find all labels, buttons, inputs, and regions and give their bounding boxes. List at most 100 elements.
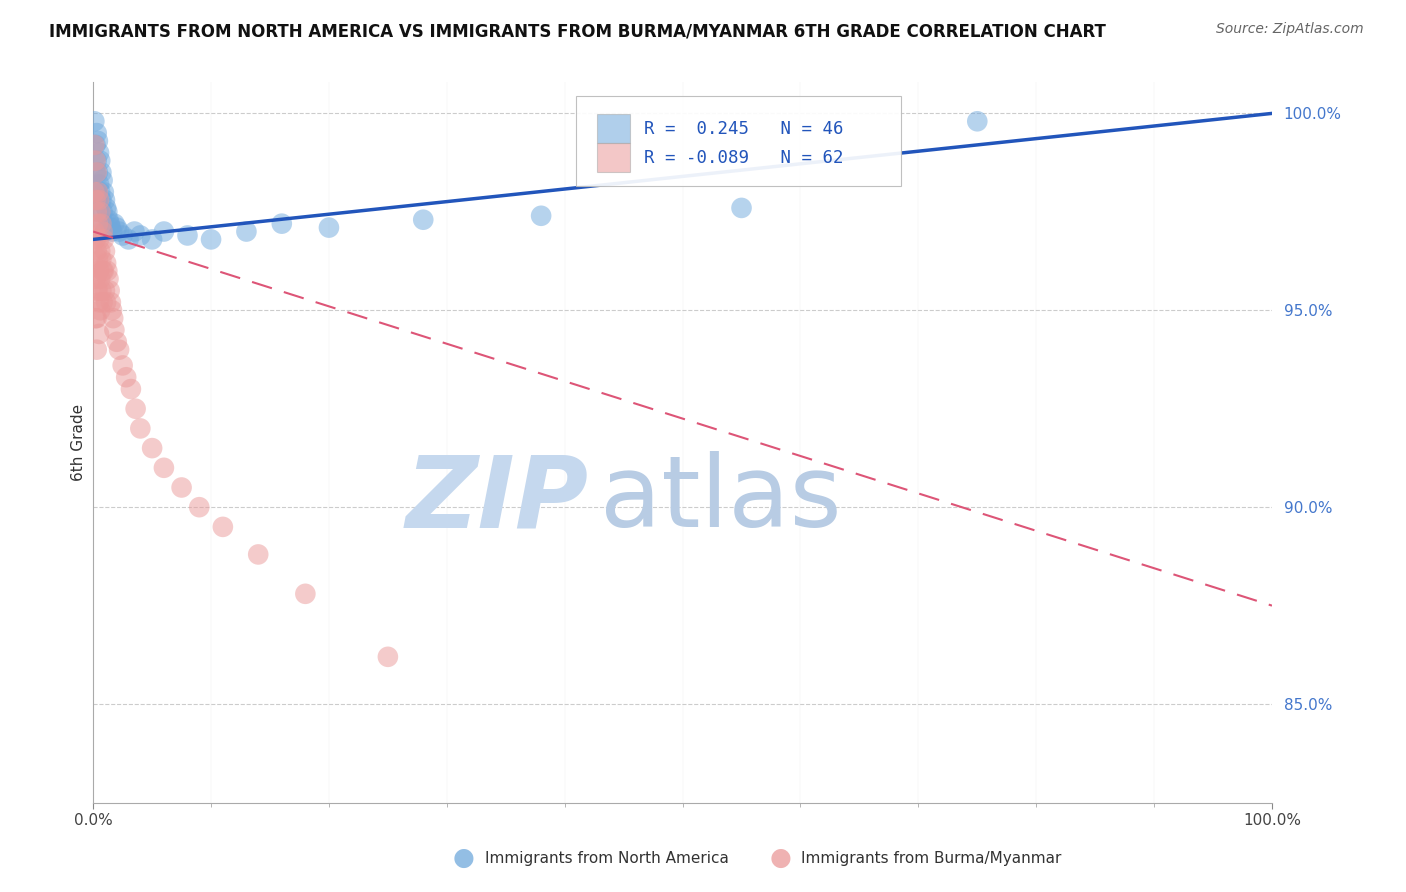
Point bbox=[87, 295, 110, 310]
Point bbox=[86, 185, 108, 199]
Point bbox=[87, 134, 110, 148]
Point bbox=[170, 481, 193, 495]
Point bbox=[91, 225, 114, 239]
Point bbox=[90, 217, 112, 231]
Point bbox=[87, 193, 110, 207]
Point bbox=[212, 520, 235, 534]
Point bbox=[966, 114, 988, 128]
Point bbox=[141, 441, 163, 455]
Point bbox=[83, 185, 105, 199]
Point bbox=[87, 284, 110, 298]
Point bbox=[89, 272, 111, 286]
Text: ●: ● bbox=[453, 847, 475, 870]
Point bbox=[87, 326, 110, 341]
Point bbox=[90, 284, 112, 298]
Point bbox=[84, 193, 107, 207]
Point bbox=[87, 185, 110, 199]
Point bbox=[86, 153, 108, 168]
Point bbox=[111, 228, 134, 243]
Point bbox=[129, 421, 152, 435]
Point bbox=[94, 201, 117, 215]
Point bbox=[235, 225, 257, 239]
Point bbox=[86, 165, 108, 179]
Point bbox=[84, 153, 107, 168]
Point bbox=[84, 232, 107, 246]
Text: IMMIGRANTS FROM NORTH AMERICA VS IMMIGRANTS FROM BURMA/MYANMAR 6TH GRADE CORRELA: IMMIGRANTS FROM NORTH AMERICA VS IMMIGRA… bbox=[49, 22, 1107, 40]
Point bbox=[83, 137, 105, 152]
Point bbox=[87, 264, 110, 278]
Point bbox=[96, 204, 118, 219]
Point bbox=[124, 225, 146, 239]
Point bbox=[101, 225, 124, 239]
Point bbox=[103, 217, 125, 231]
Point bbox=[530, 209, 553, 223]
Point bbox=[115, 370, 138, 384]
Y-axis label: 6th Grade: 6th Grade bbox=[72, 404, 86, 481]
Point bbox=[98, 217, 121, 231]
Bar bbox=[596, 114, 630, 143]
Point bbox=[120, 382, 142, 396]
Point bbox=[83, 264, 105, 278]
Point bbox=[90, 252, 112, 266]
Text: ZIP: ZIP bbox=[405, 451, 588, 549]
Text: Source: ZipAtlas.com: Source: ZipAtlas.com bbox=[1216, 22, 1364, 37]
Point bbox=[730, 201, 752, 215]
Text: Immigrants from North America: Immigrants from North America bbox=[485, 851, 728, 865]
Point bbox=[89, 303, 111, 318]
Point bbox=[90, 193, 112, 207]
Point bbox=[84, 137, 107, 152]
Text: Immigrants from Burma/Myanmar: Immigrants from Burma/Myanmar bbox=[801, 851, 1062, 865]
Point bbox=[87, 204, 110, 219]
Point bbox=[100, 220, 122, 235]
Point bbox=[153, 225, 176, 239]
Point bbox=[86, 343, 108, 357]
Point bbox=[188, 500, 211, 515]
Point bbox=[87, 232, 110, 246]
Point bbox=[294, 587, 316, 601]
Point bbox=[270, 217, 292, 231]
Bar bbox=[596, 143, 630, 172]
Point bbox=[108, 225, 131, 239]
Point bbox=[318, 220, 340, 235]
Point bbox=[94, 295, 117, 310]
Point bbox=[84, 272, 107, 286]
FancyBboxPatch shape bbox=[576, 96, 901, 186]
Point bbox=[101, 303, 124, 318]
Point bbox=[89, 204, 111, 219]
Point bbox=[94, 225, 117, 239]
Point bbox=[141, 232, 163, 246]
Point bbox=[86, 311, 108, 326]
Point bbox=[84, 311, 107, 326]
Point bbox=[94, 256, 117, 270]
Point bbox=[108, 343, 131, 357]
Text: R =  0.245   N = 46: R = 0.245 N = 46 bbox=[644, 120, 844, 137]
Point bbox=[89, 185, 111, 199]
Point bbox=[86, 204, 108, 219]
Point bbox=[87, 165, 110, 179]
Point bbox=[86, 126, 108, 140]
Point bbox=[117, 232, 139, 246]
Point bbox=[97, 272, 120, 286]
Point bbox=[90, 165, 112, 179]
Point bbox=[87, 252, 110, 266]
Point bbox=[94, 244, 117, 259]
Point bbox=[105, 220, 128, 235]
Point bbox=[129, 228, 152, 243]
Point bbox=[200, 232, 222, 246]
Point bbox=[93, 264, 115, 278]
Point bbox=[98, 284, 121, 298]
Point bbox=[89, 153, 111, 168]
Point bbox=[100, 295, 122, 310]
Point bbox=[83, 225, 105, 239]
Point bbox=[91, 264, 114, 278]
Point bbox=[91, 295, 114, 310]
Point bbox=[94, 284, 117, 298]
Point bbox=[93, 232, 115, 246]
Point bbox=[87, 217, 110, 231]
Point bbox=[86, 244, 108, 259]
Point bbox=[124, 401, 146, 416]
Point bbox=[103, 311, 125, 326]
Point bbox=[91, 204, 114, 219]
Point bbox=[176, 228, 198, 243]
Point bbox=[87, 178, 110, 192]
